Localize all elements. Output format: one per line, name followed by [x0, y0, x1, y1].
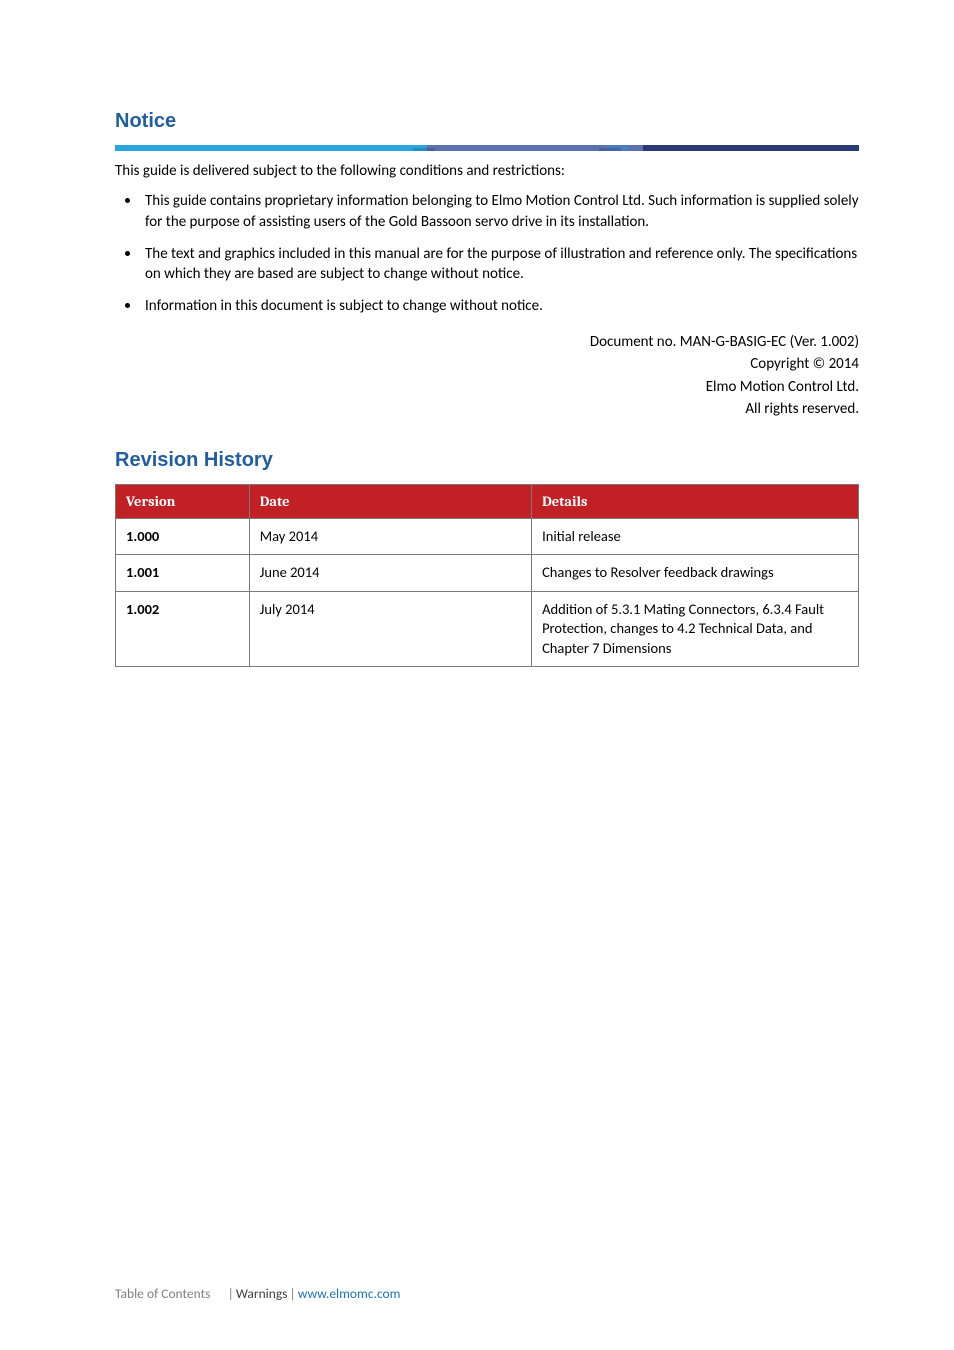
cell-version: 1.002 [116, 591, 250, 667]
cell-version: 1.001 [116, 555, 250, 592]
table-header-row: Version Date Details [116, 484, 859, 518]
page: Notice This guide is delivered subject t… [0, 0, 954, 717]
table-row: 1.002 July 2014 Addition of 5.3.1 Mating… [116, 591, 859, 667]
doc-copyright: Copyright © 2014 [115, 353, 859, 376]
list-item: Information in this document is subject … [115, 296, 859, 316]
document-metadata: Document no. MAN-G-BASIG-EC (Ver. 1.002)… [115, 331, 859, 421]
revision-table: Version Date Details 1.000 May 2014 Init… [115, 484, 859, 668]
table-row: 1.001 June 2014 Changes to Resolver feed… [116, 555, 859, 592]
notice-heading: Notice [115, 110, 859, 133]
page-footer: Table of Contents |Warnings|www.elmomc.c… [115, 1285, 400, 1302]
footer-warnings: Warnings [236, 1285, 288, 1302]
footer-pipe-icon: | [228, 1285, 234, 1302]
col-details: Details [532, 484, 859, 518]
cell-date: July 2014 [249, 591, 531, 667]
list-item: The text and graphics included in this m… [115, 244, 859, 285]
cell-date: May 2014 [249, 518, 531, 555]
footer-toc: Table of Contents [115, 1285, 210, 1302]
footer-pipe-icon: | [290, 1285, 296, 1302]
notice-bullet-list: This guide contains proprietary informat… [115, 191, 859, 316]
notice-intro: This guide is delivered subject to the f… [115, 161, 859, 181]
doc-company: Elmo Motion Control Ltd. [115, 376, 859, 399]
list-item: This guide contains proprietary informat… [115, 191, 859, 232]
col-date: Date [249, 484, 531, 518]
revision-heading: Revision History [115, 449, 859, 472]
accent-bar [115, 145, 859, 151]
cell-details: Changes to Resolver feedback drawings [532, 555, 859, 592]
footer-link[interactable]: www.elmomc.com [298, 1285, 401, 1302]
cell-date: June 2014 [249, 555, 531, 592]
doc-number: Document no. MAN-G-BASIG-EC (Ver. 1.002) [115, 331, 859, 354]
cell-version: 1.000 [116, 518, 250, 555]
table-row: 1.000 May 2014 Initial release [116, 518, 859, 555]
cell-details: Initial release [532, 518, 859, 555]
cell-details: Addition of 5.3.1 Mating Connectors, 6.3… [532, 591, 859, 667]
col-version: Version [116, 484, 250, 518]
doc-rights: All rights reserved. [115, 398, 859, 421]
